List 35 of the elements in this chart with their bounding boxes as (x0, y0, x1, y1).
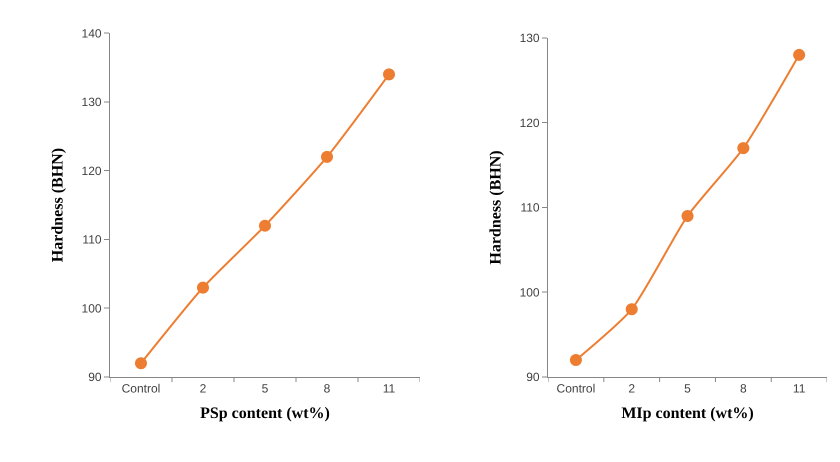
point (321, 150, 333, 163)
y-tick-label: 130 (520, 31, 540, 46)
y-tick-label: 130 (82, 95, 102, 110)
point (626, 303, 638, 316)
x-tick-label: 5 (684, 381, 692, 396)
y-tick-label: 90 (88, 370, 102, 384)
x-tick-label: 8 (740, 381, 747, 396)
x-tick-label: 11 (792, 381, 806, 396)
y-tick-label: 110 (520, 200, 540, 215)
y-tick-label: 100 (82, 301, 102, 316)
point (682, 210, 694, 222)
y-tick-label: 110 (82, 232, 102, 247)
y-tick-label: 120 (82, 164, 102, 178)
y-axis-title: Hardness (BHN) (49, 148, 66, 262)
y-axis-title: Hardness (BHN) (487, 150, 504, 265)
y-tick-label: 120 (520, 116, 540, 130)
point (196, 282, 209, 294)
point (383, 68, 396, 80)
x-tick-label: 2 (628, 381, 636, 396)
point (570, 354, 582, 366)
x-axis-title: MIp content (wt%) (621, 405, 754, 422)
x-tick-label: 2 (200, 381, 207, 396)
x-tick-label: 11 (382, 381, 396, 396)
point (258, 220, 271, 232)
x-tick-label: Control (122, 381, 160, 396)
x-axis-title: PSp content (wt%) (200, 405, 330, 422)
y-tick-label: 90 (526, 370, 540, 384)
y-tick-label: 100 (520, 285, 540, 300)
x-tick-label: 8 (324, 381, 331, 396)
point (793, 48, 806, 61)
x-tick-label: 5 (262, 381, 269, 396)
point (134, 357, 147, 370)
point (737, 142, 750, 154)
y-tick-label: 140 (82, 26, 102, 40)
x-tick-label: Control (556, 381, 596, 396)
